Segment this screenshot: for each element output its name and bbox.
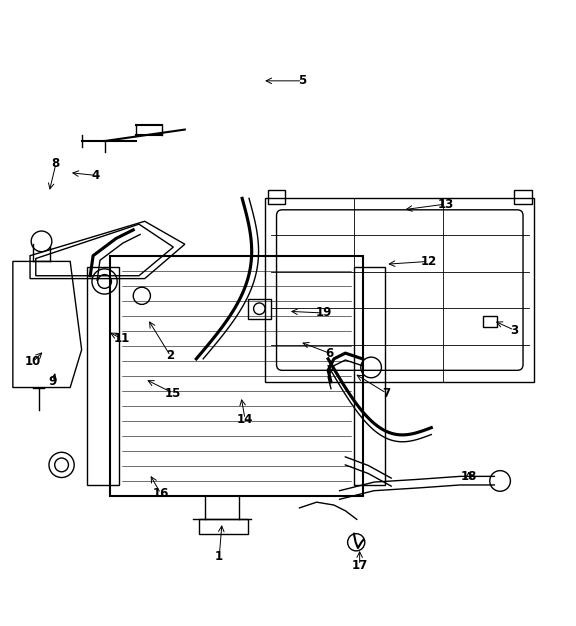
Text: 7: 7 [382,387,391,400]
Text: 19: 19 [315,307,332,319]
Bar [248,299,271,319]
Bar [514,190,532,204]
Text: 14: 14 [237,413,253,426]
Text: 12: 12 [420,255,437,268]
Text: 10: 10 [25,355,41,368]
Text: 9: 9 [49,375,57,388]
Text: 15: 15 [165,387,181,400]
Text: 2: 2 [166,349,175,362]
Text: 4: 4 [92,169,100,182]
Text: 18: 18 [460,470,477,483]
Text: 5: 5 [298,74,306,88]
Bar [483,316,497,327]
Text: 11: 11 [113,332,130,346]
Text: 6: 6 [325,347,334,359]
Text: 1: 1 [215,550,223,563]
Bar [268,190,285,204]
Text: 17: 17 [351,559,368,572]
Text: 16: 16 [153,487,169,500]
Text: 13: 13 [438,198,454,210]
Text: 3: 3 [510,324,518,337]
Text: 8: 8 [52,158,60,170]
